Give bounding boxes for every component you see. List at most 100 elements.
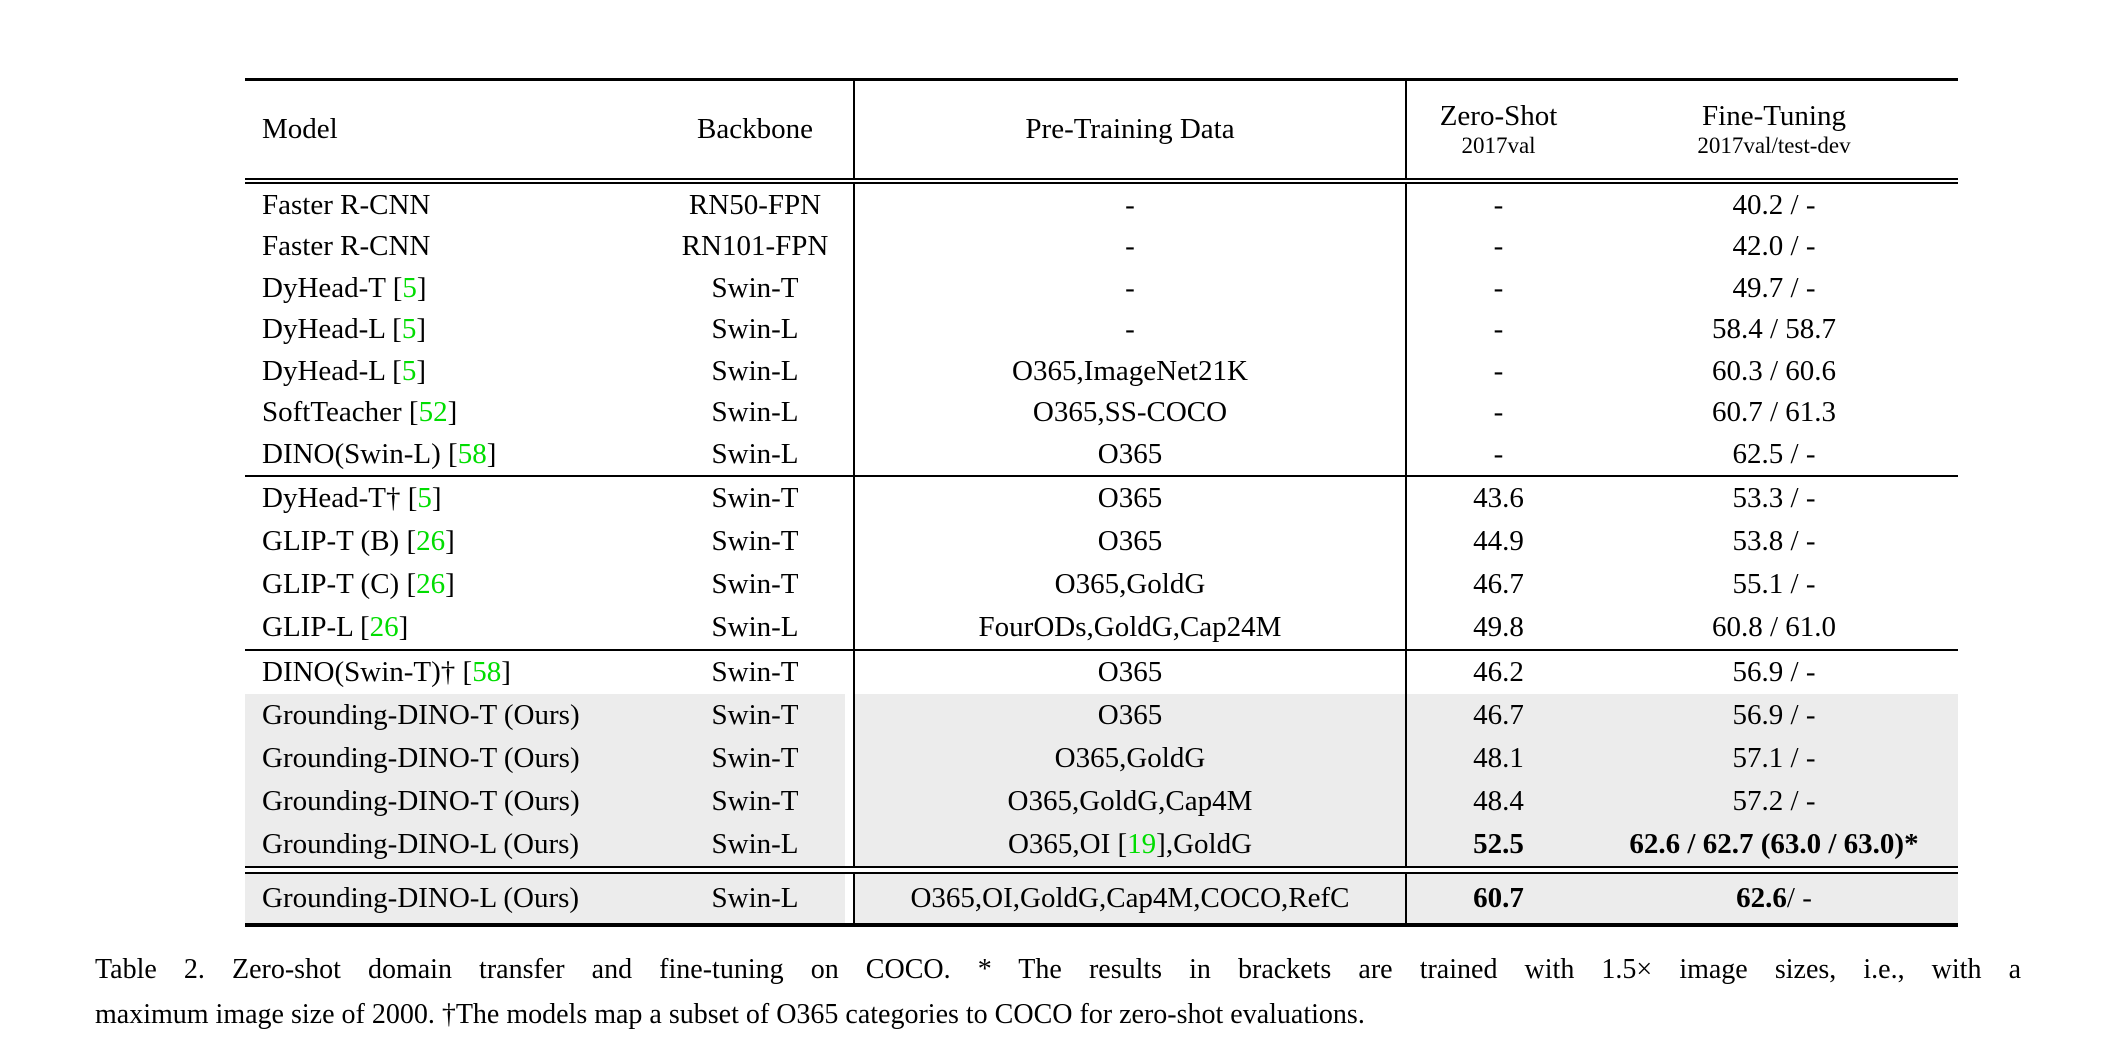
cell-model: DINO(Swin-T)† [58] — [245, 651, 665, 694]
cell-text: ] — [447, 396, 458, 429]
cell-text: Grounding-DINO-T (Ours) — [262, 784, 580, 817]
cell-zero-shot: - — [1405, 225, 1590, 267]
cell-text: Swin-T — [711, 567, 799, 600]
cell-text: O365,GoldG — [1054, 741, 1206, 774]
citation-number[interactable]: 58 — [457, 437, 487, 470]
cell-pretraining-data: O365,OI,GoldG,Cap4M,COCO,RefC — [853, 873, 1405, 923]
citation-number[interactable]: 5 — [401, 354, 417, 387]
cell-fine-tuning: 53.8 / - — [1590, 520, 1958, 563]
cell-text: Swin-T — [711, 655, 799, 688]
cell-fine-tuning: 60.8 / 61.0 — [1590, 606, 1958, 649]
cell-text: Grounding-DINO-L (Ours) — [262, 827, 580, 860]
cell-text: FourODs,GoldG,Cap24M — [978, 610, 1282, 643]
cell-fine-tuning: 56.9 / - — [1590, 651, 1958, 694]
cell-text: Swin-L — [711, 437, 799, 470]
cell-model: GLIP-L [26] — [245, 606, 665, 649]
table-row: DyHead-L [5] Swin-L - - 58.4 / 58.7 — [245, 308, 1958, 350]
table-group-ours-full: Grounding-DINO-L (Ours) Swin-L O365,OI,Gol… — [245, 873, 1958, 923]
citation-number[interactable]: 5 — [401, 313, 417, 346]
cell-text: O365,ImageNet21K — [1012, 354, 1248, 387]
cell-text: ] — [416, 271, 427, 304]
cell-text: 55.1 / - — [1732, 567, 1816, 600]
cell-pretraining-data: O365 — [853, 476, 1405, 520]
cell-text: 56.9 / - — [1732, 698, 1816, 731]
cell-pretraining-data: O365,GoldG — [853, 562, 1405, 606]
cell-text: 49.8 — [1473, 610, 1524, 643]
table-row: DINO(Swin-L) [58] Swin-L O365 - 62.5 / - — [245, 433, 1958, 475]
cell-text: DINO(Swin-T)† [ — [262, 655, 473, 688]
cell-text: - — [1493, 354, 1504, 387]
table-row: Grounding-DINO-L (Ours) Swin-L O365,OI [19… — [245, 822, 1958, 866]
cell-text: GLIP-T (B) [ — [262, 524, 417, 557]
cell-text: Swin-L — [711, 354, 799, 387]
cell-text: 60.3 / 60.6 — [1711, 354, 1837, 387]
citation-number[interactable]: 5 — [417, 481, 432, 514]
cell-text: 62.5 / - — [1732, 437, 1816, 470]
cell-model: GLIP-T (C) [26] — [245, 563, 665, 606]
table-row: DyHead-T† [5] Swin-T O365 43.6 53.3 / - — [245, 476, 1958, 520]
cell-text: DyHead-T [ — [262, 271, 403, 304]
cell-model: DyHead-T [5] — [245, 267, 665, 309]
cell-backbone: Swin-L — [665, 822, 853, 866]
cell-fine-tuning: 60.7 / 61.3 — [1590, 392, 1958, 434]
cell-text: / - — [1786, 881, 1812, 914]
cell-text: Swin-L — [711, 396, 799, 429]
table-top-rule — [245, 78, 1958, 81]
cell-model: DyHead-L [5] — [245, 350, 665, 392]
cell-text: - — [1493, 437, 1504, 470]
cell-text: - — [1493, 313, 1504, 346]
cell-text: ],GoldG — [1156, 827, 1253, 860]
cell-backbone: Swin-L — [665, 308, 853, 350]
cell-backbone: RN50-FPN — [665, 184, 853, 226]
cell-pretraining-data: O365,ImageNet21K — [853, 350, 1405, 392]
cell-pretraining-data: - — [853, 184, 1405, 226]
group-separator-rule — [245, 474, 1958, 477]
citation-number[interactable]: 52 — [418, 396, 448, 429]
cell-zero-shot: 44.9 — [1405, 519, 1590, 563]
cell-text: O365,GoldG — [1054, 567, 1206, 600]
cell-model: Grounding-DINO-T (Ours) — [245, 780, 665, 823]
cell-text: Grounding-DINO-T (Ours) — [262, 741, 580, 774]
cell-text: 48.1 — [1473, 741, 1524, 774]
cell-text: ] — [416, 313, 427, 346]
table-row: DyHead-T [5] Swin-T - - 49.7 / - — [245, 267, 1958, 309]
cell-model: Grounding-DINO-L (Ours) — [245, 823, 665, 866]
cell-zero-shot: 52.5 — [1405, 822, 1590, 866]
cell-pretraining-data: FourODs,GoldG,Cap24M — [853, 605, 1405, 649]
column-header-fine-tuning-label: Fine-Tuning — [1702, 99, 1846, 132]
cell-text: Grounding-DINO-L (Ours) — [262, 881, 580, 914]
cell-pretraining-data: O365 — [853, 650, 1405, 694]
citation-number[interactable]: 26 — [369, 610, 399, 643]
cell-zero-shot: - — [1405, 350, 1590, 392]
citation-number[interactable]: 26 — [416, 524, 446, 557]
cell-backbone: Swin-T — [665, 736, 853, 780]
cell-text: O365,GoldG,Cap4M — [1007, 784, 1253, 817]
cell-fine-tuning: 62.6 / - — [1590, 874, 1958, 923]
cell-text: DINO(Swin-L) [ — [262, 437, 458, 470]
cell-zero-shot: 48.4 — [1405, 779, 1590, 823]
cell-backbone: Swin-L — [665, 873, 853, 923]
citation-number[interactable]: 19 — [1127, 827, 1157, 860]
cell-text: - — [1125, 271, 1135, 304]
cell-fine-tuning: 42.0 / - — [1590, 226, 1958, 268]
caption-line-2: maximum image size of 2000. †The models … — [95, 999, 1365, 1030]
cell-backbone: Swin-T — [665, 562, 853, 606]
cell-text: 60.8 / 61.0 — [1711, 610, 1837, 643]
cell-text: O365,OI,GoldG,Cap4M,COCO,RefC — [910, 881, 1350, 914]
cell-text: Swin-T — [711, 271, 799, 304]
cell-text: 58.4 / 58.7 — [1711, 313, 1837, 346]
cell-model: SoftTeacher [52] — [245, 392, 665, 434]
cell-text: O365 — [1097, 524, 1163, 557]
cell-model: Grounding-DINO-T (Ours) — [245, 737, 665, 780]
citation-number[interactable]: 58 — [472, 655, 502, 688]
cell-zero-shot: 60.7 — [1405, 873, 1590, 923]
cell-backbone: Swin-T — [665, 779, 853, 823]
citation-number[interactable]: 5 — [402, 271, 417, 304]
table-row: SoftTeacher [52] Swin-L O365,SS-COCO - 60.7 … — [245, 391, 1958, 434]
column-header-fine-tuning: Fine-Tuning 2017val/test-dev — [1590, 81, 1958, 178]
table-group-ours: DINO(Swin-T)† [58] Swin-T O365 46.2 56.9 / -… — [245, 650, 1958, 866]
cell-backbone: RN101-FPN — [665, 225, 853, 267]
cell-backbone: Swin-T — [665, 476, 853, 520]
citation-number[interactable]: 26 — [416, 567, 446, 600]
cell-backbone: Swin-L — [665, 350, 853, 392]
